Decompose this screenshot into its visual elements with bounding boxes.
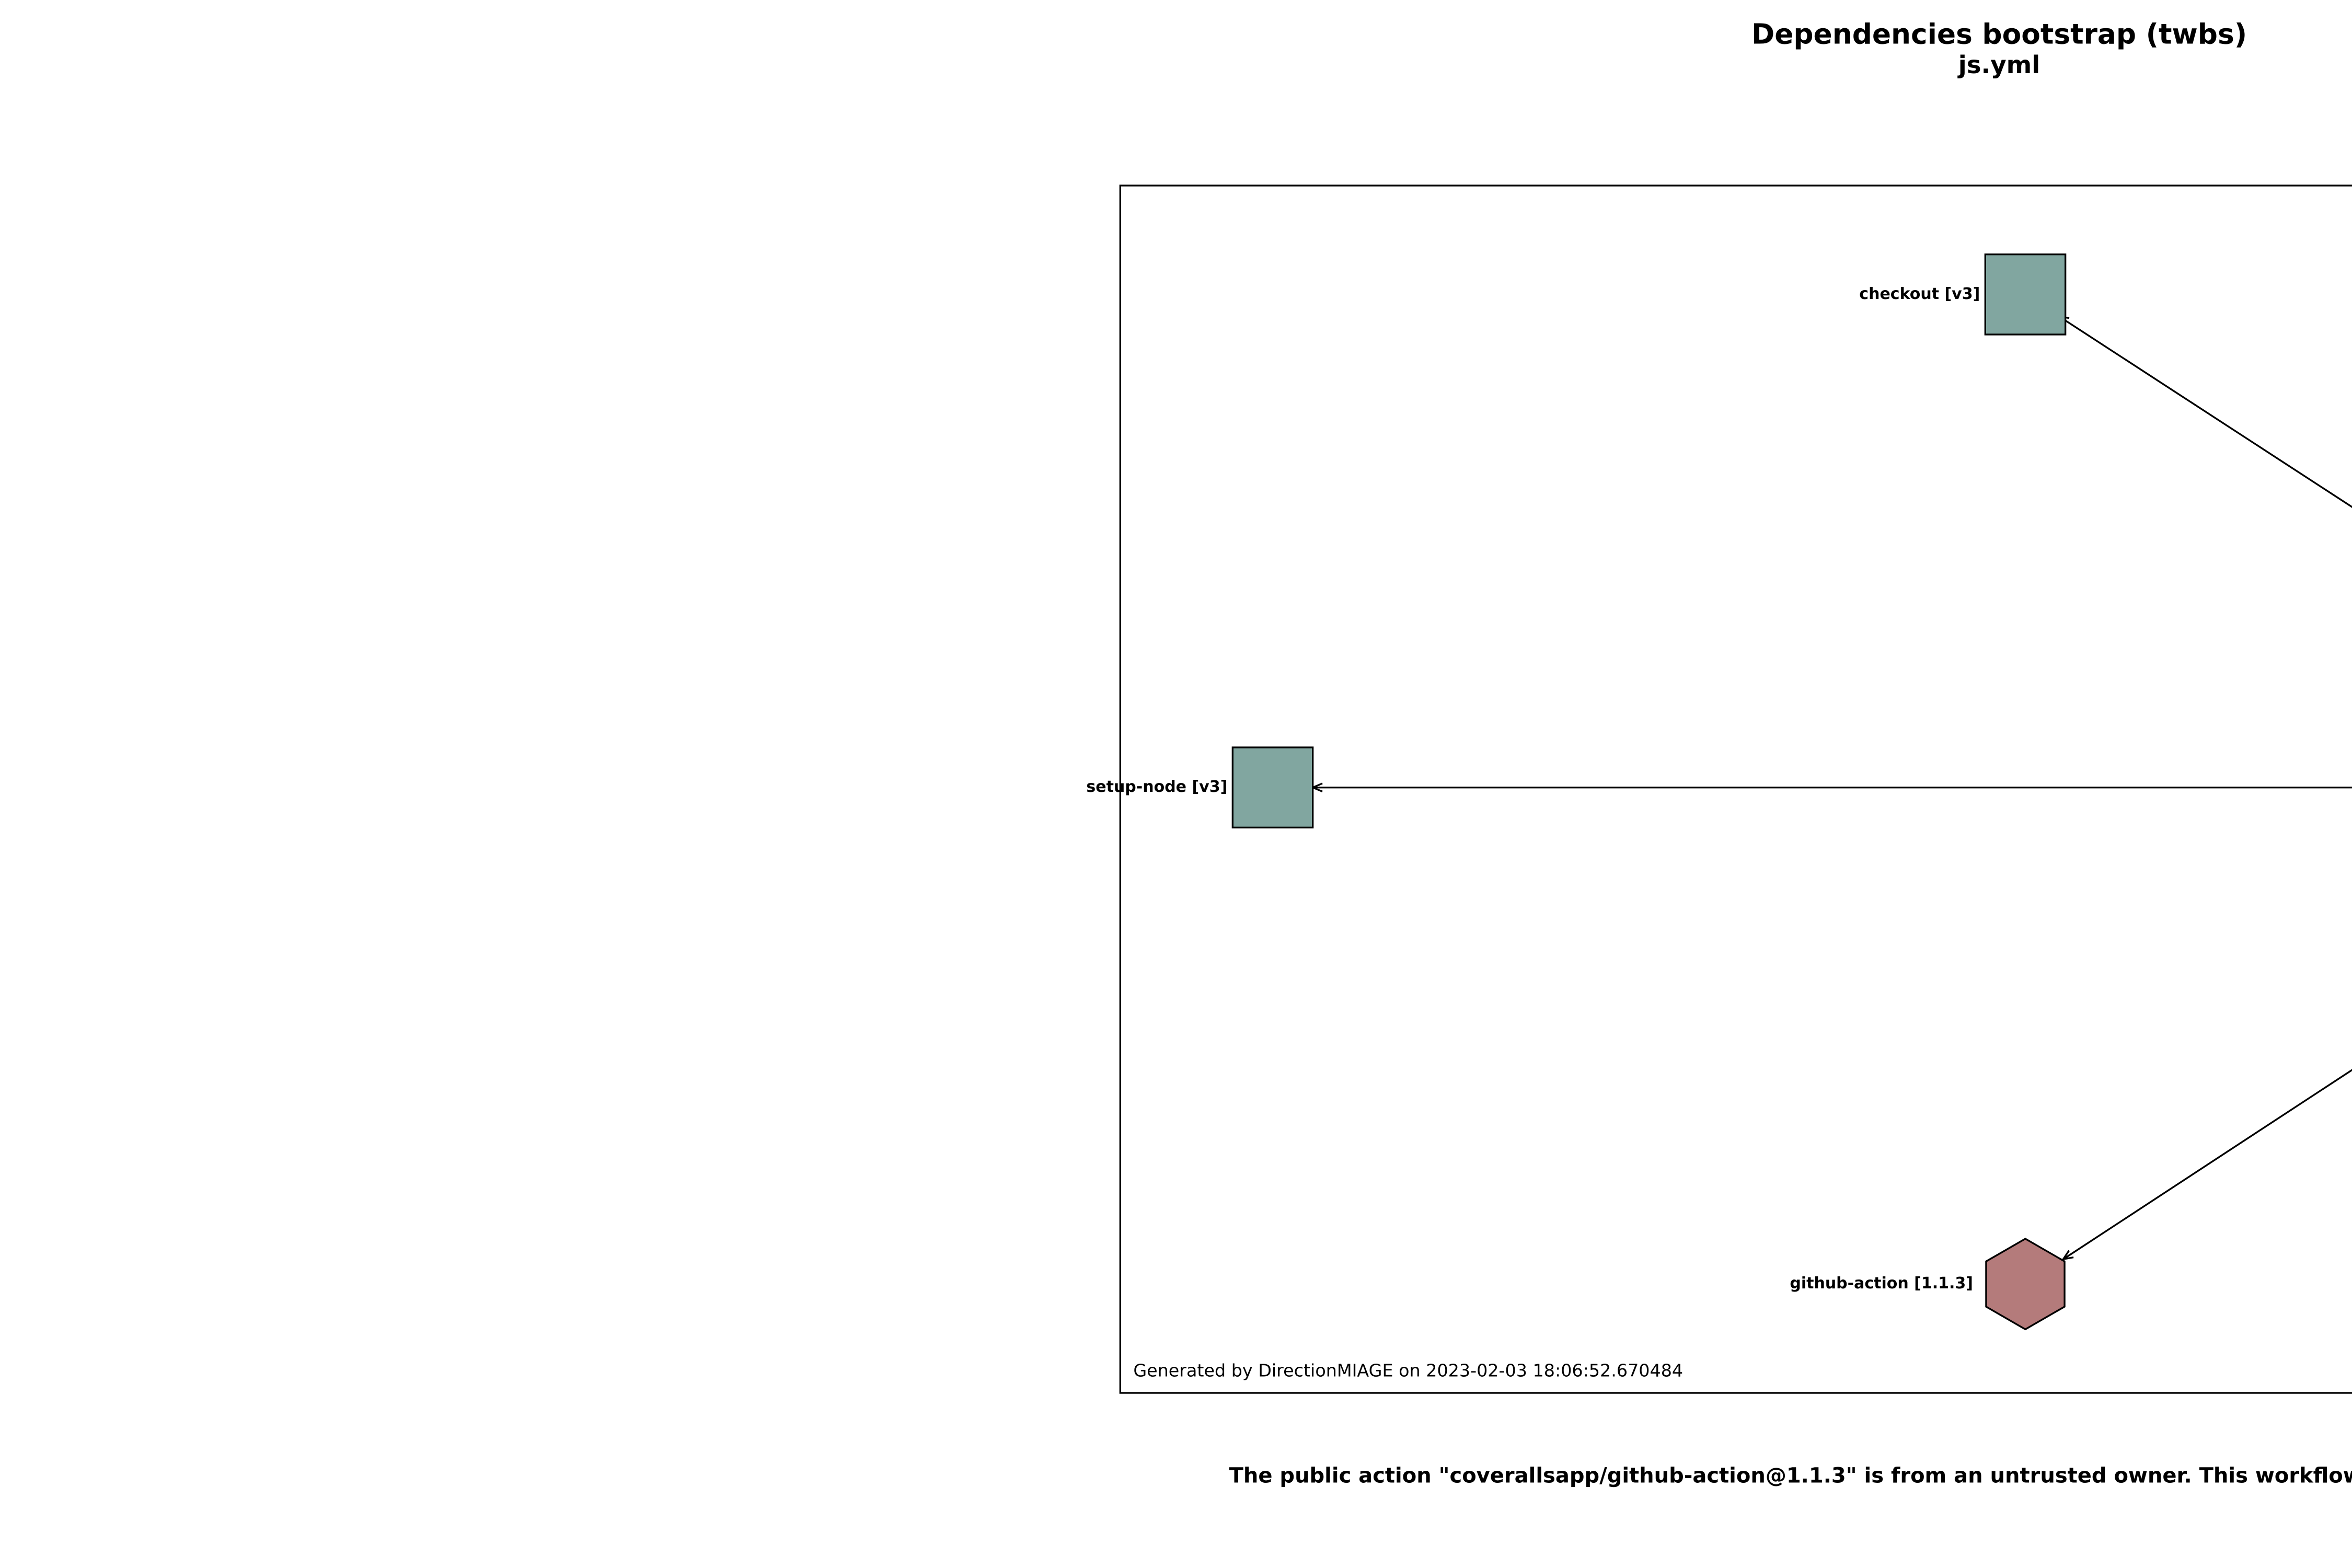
graph-node-label-setup-node: setup-node [v3] <box>1086 778 1227 796</box>
graph-node-checkout <box>1985 255 2065 335</box>
graph-node-label-github-action: github-action [1.1.3] <box>1790 1274 1973 1293</box>
graph-node-github-action <box>1986 1239 2065 1329</box>
graph-edge <box>2063 798 2352 1259</box>
generated-by-text: Generated by DirectionMIAGE on 2023-02-0… <box>1133 1363 1683 1382</box>
caption-text: The public action "coverallsapp/github-a… <box>823 1463 2352 1488</box>
dependency-graph: runcheckout [v3]setup-node [v3]github-ac… <box>823 0 2352 1568</box>
graph-node-setup-node <box>1232 747 1312 827</box>
graph-node-label-checkout: checkout [v3] <box>1859 285 1980 303</box>
graph-edge <box>2059 316 2352 777</box>
